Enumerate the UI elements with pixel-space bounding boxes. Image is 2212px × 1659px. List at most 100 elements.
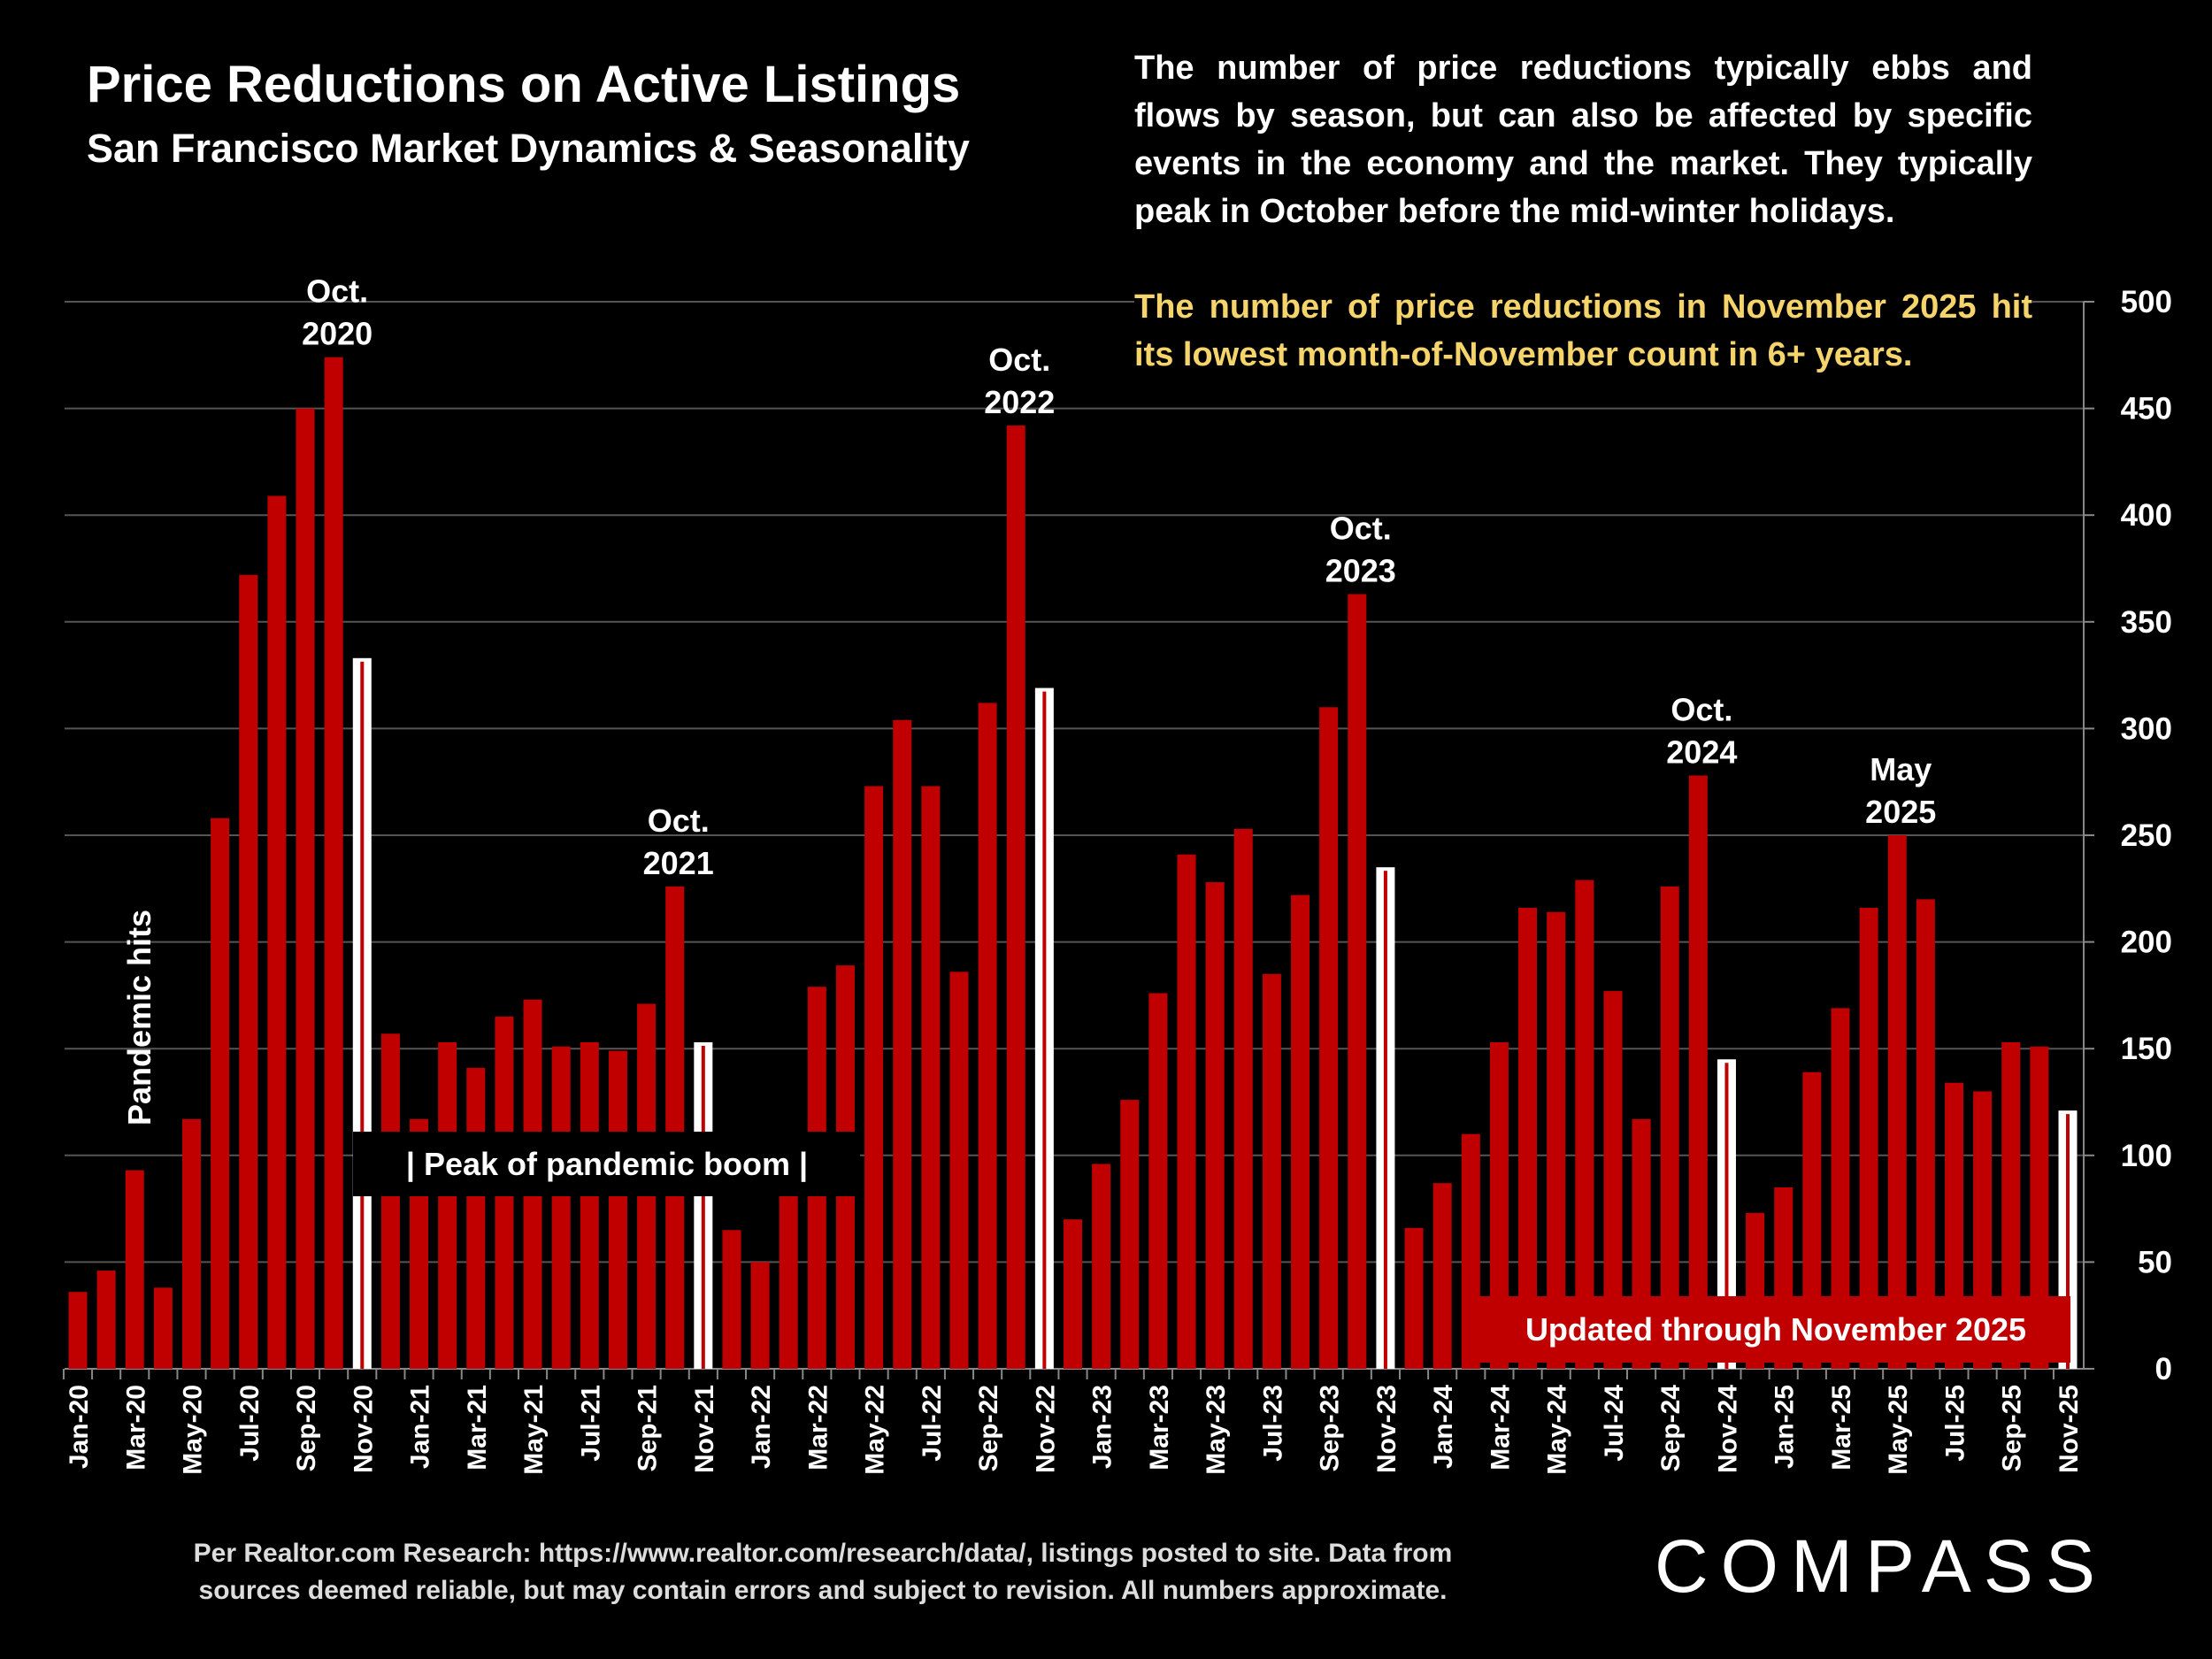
- y-tick-label: 100: [2121, 1139, 2172, 1173]
- y-tick-label: 150: [2121, 1032, 2172, 1066]
- bar: [438, 1041, 457, 1369]
- x-tick-label: Sep-25: [1998, 1385, 2027, 1471]
- bar: [608, 1050, 627, 1369]
- description-text: The number of price reductions typically…: [1134, 50, 2032, 230]
- annotation-line-1: May: [1870, 751, 1932, 787]
- bar: [1404, 1227, 1424, 1369]
- bar: [665, 886, 685, 1369]
- x-tick-label: Jan-24: [1429, 1385, 1458, 1469]
- x-tick-label: Nov-25: [2055, 1385, 2084, 1473]
- bar: [239, 574, 258, 1369]
- x-tick-label: Mar-22: [803, 1385, 833, 1471]
- x-tick-label: Jan-22: [747, 1385, 776, 1469]
- bar: [125, 1170, 144, 1369]
- bar: [1660, 886, 1679, 1369]
- bar: [864, 786, 884, 1369]
- annotation-line-2: 2024: [1666, 733, 1737, 770]
- annotation-line-1: Oct.: [988, 342, 1050, 378]
- x-tick-label: May-22: [861, 1385, 890, 1475]
- x-tick-label: Nov-21: [690, 1385, 719, 1473]
- bar: [1489, 1041, 1509, 1369]
- bar: [466, 1067, 486, 1369]
- bar: [1859, 908, 1878, 1369]
- bar: [324, 357, 343, 1369]
- y-tick-label: 250: [2121, 818, 2172, 853]
- highlighted-bar-stripe: [1383, 871, 1387, 1369]
- highlighted-bar-stripe: [701, 1045, 705, 1369]
- bar: [1603, 991, 1623, 1369]
- highlighted-bar-stripe: [2066, 1114, 2070, 1369]
- x-tick-label: May-23: [1202, 1385, 1231, 1475]
- annotation-line-2: 2025: [1865, 794, 1936, 830]
- bar: [1120, 1100, 1140, 1369]
- annotation-line-2: 2021: [643, 845, 714, 881]
- updated-label-box: [1463, 1296, 2070, 1363]
- bar: [68, 1292, 88, 1369]
- y-tick-label: 450: [2121, 392, 2172, 426]
- y-tick-label: 400: [2121, 498, 2172, 533]
- annotation-line-2: 2020: [302, 316, 373, 352]
- annotation-line-2: 2023: [1325, 552, 1396, 588]
- footnote-line-2: sources deemed reliable, but may contain…: [198, 1576, 1448, 1605]
- annotation-line-1: Oct.: [1671, 691, 1732, 727]
- bar: [921, 786, 941, 1369]
- bar: [1802, 1071, 1822, 1369]
- y-tick-label: 300: [2121, 711, 2172, 746]
- y-tick-label: 500: [2121, 285, 2172, 319]
- bar: [580, 1041, 599, 1369]
- footnote-line-1: Per Realtor.com Research: https://www.re…: [193, 1539, 1453, 1568]
- x-tick-label: Jan-21: [406, 1385, 435, 1469]
- x-tick-label: Sep-21: [634, 1385, 663, 1471]
- y-tick-label: 350: [2121, 605, 2172, 640]
- bar: [1432, 1183, 1452, 1369]
- bar: [1092, 1164, 1111, 1369]
- x-tick-label: Mar-24: [1486, 1385, 1515, 1471]
- bar: [750, 1262, 770, 1369]
- x-tick-label: Nov-24: [1713, 1385, 1742, 1473]
- x-tick-label: Jul-23: [1258, 1385, 1287, 1462]
- bar: [380, 1033, 400, 1369]
- x-tick-label: Jan-23: [1088, 1385, 1118, 1469]
- bar: [978, 703, 997, 1369]
- bar: [1064, 1219, 1082, 1369]
- x-tick-label: Jul-21: [576, 1385, 605, 1462]
- bar: [2030, 1046, 2049, 1369]
- x-tick-label: Sep-20: [292, 1385, 321, 1471]
- x-tick-label: Mar-20: [121, 1385, 150, 1471]
- x-tick-label: Sep-23: [1316, 1385, 1345, 1471]
- bar: [1006, 425, 1025, 1369]
- bar: [153, 1287, 173, 1369]
- x-tick-label: Jul-24: [1600, 1385, 1629, 1462]
- bar: [267, 495, 287, 1369]
- bar: [1916, 899, 1935, 1369]
- bar: [1291, 895, 1310, 1369]
- highlight-text: The number of price reductions in Novemb…: [1134, 288, 2032, 373]
- bar: [1177, 854, 1196, 1369]
- bar: [1148, 993, 1168, 1369]
- x-tick-label: Jul-22: [918, 1385, 947, 1462]
- chart-title: Price Reductions on Active Listings: [87, 56, 961, 113]
- x-tick-label: Mar-23: [1145, 1385, 1174, 1471]
- highlighted-bar-stripe: [360, 661, 365, 1369]
- bar: [779, 1155, 798, 1369]
- y-tick-label: 50: [2138, 1245, 2172, 1279]
- pandemic-hits-label: Pandemic hits: [121, 910, 157, 1125]
- highlighted-bar-stripe: [1724, 1063, 1729, 1369]
- source-footnote: Per Realtor.com Research: https://www.re…: [159, 1535, 1486, 1609]
- bar: [1233, 828, 1253, 1369]
- x-tick-label: Sep-22: [974, 1385, 1003, 1471]
- x-tick-label: May-24: [1543, 1385, 1572, 1475]
- x-tick-label: Nov-22: [1031, 1385, 1060, 1473]
- y-tick-label: 200: [2121, 926, 2172, 960]
- annotation-line-1: Oct.: [306, 273, 368, 310]
- y-tick-label: 0: [2155, 1352, 2172, 1386]
- bar: [1262, 973, 1281, 1369]
- annotation-line-2: 2022: [984, 384, 1055, 420]
- x-tick-label: May-25: [1884, 1385, 1913, 1475]
- bar: [2001, 1041, 2021, 1369]
- bar: [1348, 594, 1367, 1369]
- peak-label: | Peak of pandemic boom |: [406, 1146, 808, 1183]
- peak-label-box: [353, 1132, 860, 1196]
- x-tick-label: Mar-25: [1827, 1385, 1856, 1471]
